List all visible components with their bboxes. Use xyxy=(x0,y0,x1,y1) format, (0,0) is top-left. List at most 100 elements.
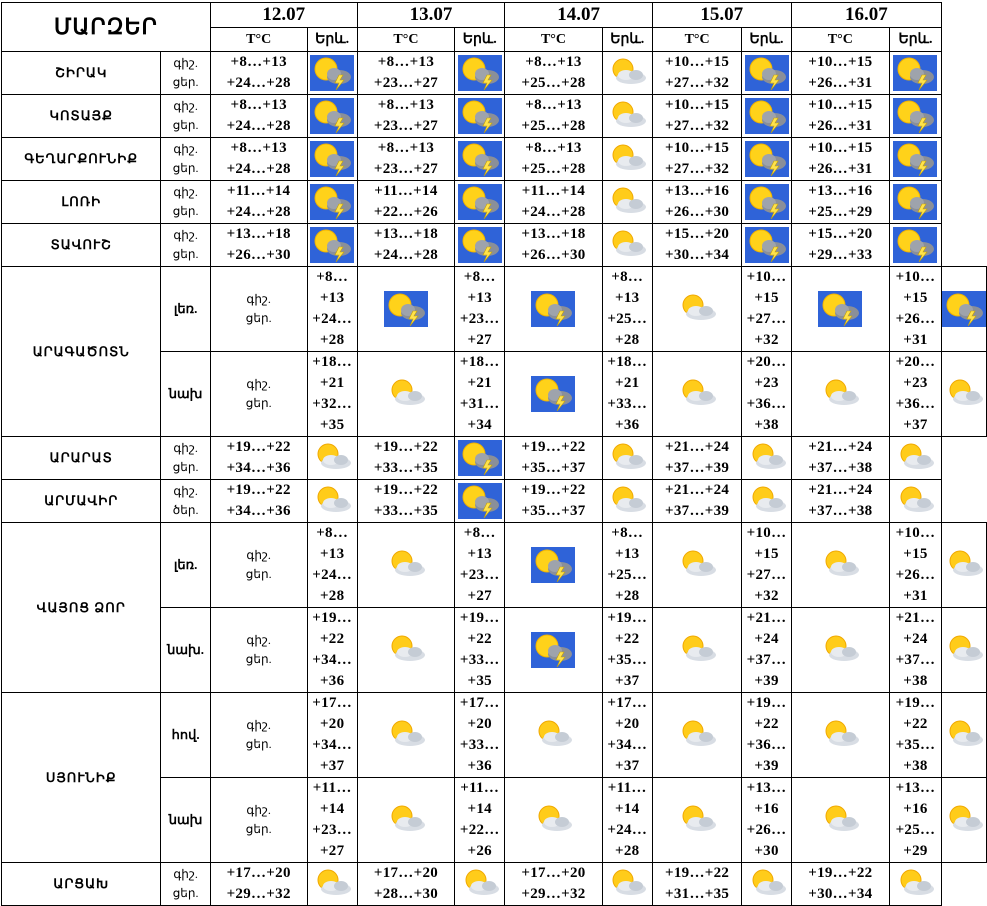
day-temperature: +37…+39 xyxy=(665,503,730,519)
subregion-label: նախ xyxy=(160,351,211,437)
partly-cloudy-icon xyxy=(752,869,786,895)
weather-cell xyxy=(601,51,653,95)
day-temperature: +24…+28 xyxy=(226,118,291,134)
partly-cloudy-icon xyxy=(825,720,860,746)
temperature-cell: +8…+13 +25…+28 xyxy=(504,137,603,181)
night-temperature: +11…+14 xyxy=(374,183,438,199)
day-night-labels: գիշ. ցեր. xyxy=(160,223,211,267)
day-temperature: +29…+32 xyxy=(521,886,586,902)
night-temperature: +19…+22 xyxy=(895,695,936,732)
night-label: գիշ. xyxy=(246,633,271,647)
day-temperature: +31…+34 xyxy=(459,396,500,433)
night-temperature: +17…+20 xyxy=(521,865,586,881)
day-label: ցեր. xyxy=(245,737,272,751)
weather-cell xyxy=(601,137,653,181)
night-temperature: +8…+13 xyxy=(377,140,435,156)
temperature-cell: +21…+24 +37…+38 xyxy=(790,436,890,480)
night-temperature: +17…+20 xyxy=(373,865,439,881)
night-temperature: +17…+20 xyxy=(226,865,291,881)
temperature-cell: +18…+21 +31…+34 xyxy=(454,351,506,437)
temperature-cell: +8…+13 +24…+28 xyxy=(209,137,308,181)
temperature-cell: +19…+22 +33…+35 xyxy=(356,436,456,480)
temperature-cell: +21…+24 +37…+39 xyxy=(651,479,743,523)
weather-cell xyxy=(504,522,603,608)
day-label: ցեր. xyxy=(172,75,199,89)
night-temperature: +11…+14 xyxy=(521,183,586,199)
partly-cloudy-icon xyxy=(682,720,717,746)
day-temperature: +23…+27 xyxy=(373,118,439,134)
day-temperature: +35…+38 xyxy=(895,737,936,774)
night-temperature: +10…+15 xyxy=(895,269,936,306)
temperature-cell: +17…+20 +34…+37 xyxy=(306,692,358,778)
partly-cloudy-icon xyxy=(538,805,573,831)
day-temperature: +29…+33 xyxy=(808,247,873,263)
weather-cell xyxy=(790,522,890,608)
day-temperature: +27…+32 xyxy=(746,567,787,604)
temperature-cell: +13…+16 +25…+29 xyxy=(790,180,890,224)
temperature-cell: +8…+13 +23…+27 xyxy=(356,137,456,181)
day-temperature: +34…+36 xyxy=(226,503,291,519)
date-header-3: 14.07 xyxy=(504,2,653,28)
night-temperature: +21…+24 xyxy=(808,439,873,455)
temperature-cell: +13…+18 +26…+30 xyxy=(504,223,603,267)
day-temperature: +26…+30 xyxy=(226,247,291,263)
night-temperature: +17…+20 xyxy=(607,695,648,732)
thunderstorm-icon xyxy=(531,376,576,412)
night-temperature: +17…+20 xyxy=(459,695,500,732)
night-temperature: +19…+22 xyxy=(312,610,353,647)
partly-cloudy-icon xyxy=(752,486,786,512)
night-temperature: +8…+13 xyxy=(230,54,287,70)
day-temperature: +22…+26 xyxy=(459,822,500,859)
partly-cloudy-icon xyxy=(682,294,717,320)
thunderstorm-icon xyxy=(531,547,576,583)
subregion-label: նախ xyxy=(160,777,211,863)
day-temperature: +37…+38 xyxy=(895,652,936,689)
night-temperature: +19…+22 xyxy=(226,439,291,455)
night-temperature: +15…+20 xyxy=(808,226,873,242)
table-row: ՏԱՎՈՒՇ գիշ. ցեր. +13…+18 +26…+30 +13…+18 +24…+… xyxy=(0,223,987,267)
partly-cloudy-icon xyxy=(825,550,860,576)
thunderstorm-icon xyxy=(531,632,576,668)
temperature-cell: +8…+13 +23…+27 xyxy=(356,94,456,138)
partly-cloudy-icon xyxy=(612,187,647,213)
temperature-cell: +10…+15 +27…+32 xyxy=(651,94,743,138)
temperature-cell: +11…+14 +23…+27 xyxy=(306,777,358,863)
night-label: գիշ. xyxy=(173,185,198,199)
partly-cloudy-icon xyxy=(391,720,425,746)
weather-cell xyxy=(888,51,943,95)
partly-cloudy-icon xyxy=(900,486,935,512)
night-temperature: +8…+13 xyxy=(611,269,644,306)
temperature-cell: +19…+22 +34…+36 xyxy=(306,607,358,693)
day-temperature: +24…+28 xyxy=(373,247,439,263)
weather-cell xyxy=(356,522,456,608)
temperature-cell: +11…+14 +24…+28 xyxy=(209,180,308,224)
night-temperature: +21…+24 xyxy=(808,482,873,498)
partly-cloudy-icon xyxy=(900,869,935,895)
day-temperature: +35…+37 xyxy=(607,652,648,689)
night-temperature: +11…+14 xyxy=(460,780,500,817)
night-temperature: +10…+15 xyxy=(895,525,936,562)
day-label: ցեր. xyxy=(245,822,272,836)
night-label: գիշ. xyxy=(246,292,271,306)
day-temperature: +34…+36 xyxy=(226,460,291,476)
weather-cell xyxy=(306,862,358,906)
weather-cell xyxy=(741,862,792,906)
region-name: ՎԱՅՈՑ ՁՈՐ xyxy=(0,522,162,693)
thunderstorm-icon xyxy=(310,227,355,263)
day-temperature: +28…+30 xyxy=(373,886,439,902)
day-temperature: +23…+27 xyxy=(373,75,439,91)
night-temperature: +19…+22 xyxy=(607,610,648,647)
day-temperature: +30…+34 xyxy=(808,886,873,902)
weather-cell xyxy=(454,862,506,906)
partly-cloudy-icon xyxy=(538,720,573,746)
weather-cell xyxy=(504,351,603,437)
night-temperature: +19…+22 xyxy=(521,439,586,455)
region-name: ՍՅՈՒՆԻՔ xyxy=(0,692,162,863)
weather-cell xyxy=(790,351,890,437)
day-night-labels: գիշ. ցեր. xyxy=(209,351,308,437)
temperature-cell: +21…+24 +37…+39 xyxy=(651,436,743,480)
day-temperature: +34…+36 xyxy=(312,652,353,689)
weather-cell xyxy=(888,94,943,138)
night-temperature: +19…+22 xyxy=(808,865,873,881)
